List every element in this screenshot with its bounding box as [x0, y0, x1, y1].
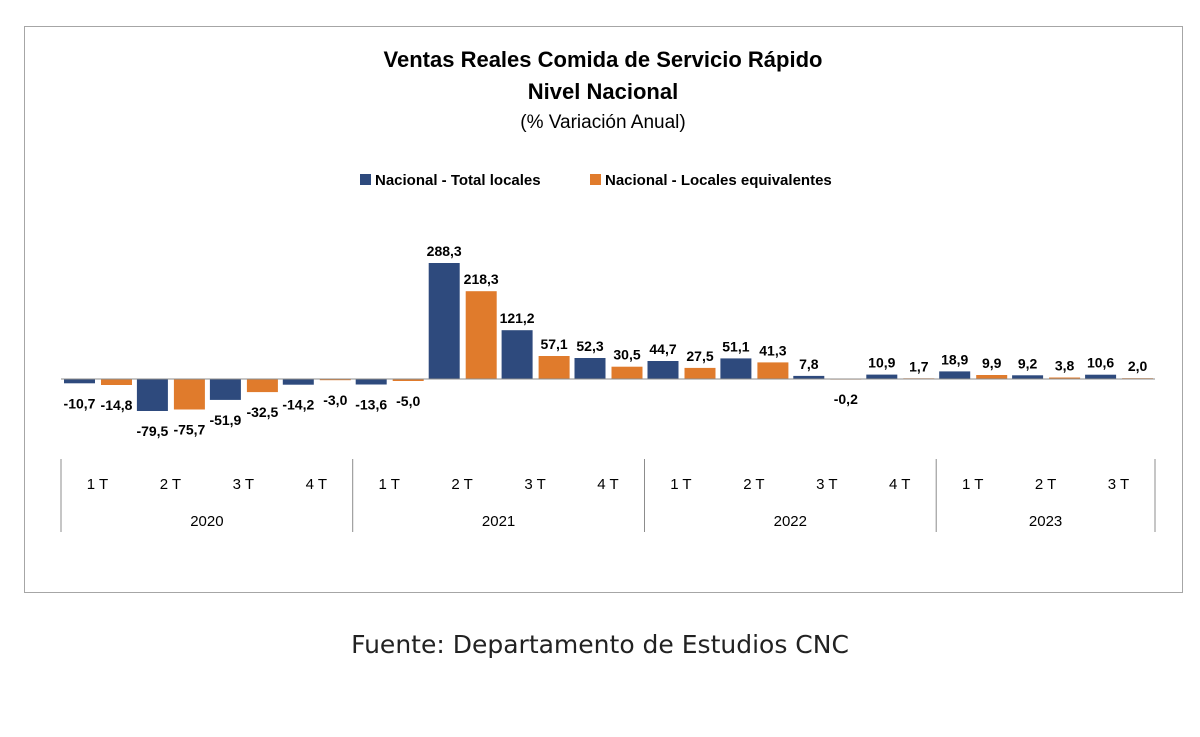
- source-note: Fuente: Departamento de Estudios CNC: [351, 630, 849, 659]
- tick-label-quarter: 3 T: [524, 476, 545, 493]
- bar-total: [428, 263, 460, 379]
- bar-total: [647, 361, 679, 379]
- tick-label-quarter: 3 T: [233, 476, 254, 493]
- bar-total: [355, 379, 387, 385]
- tick-label-quarter: 3 T: [816, 476, 837, 493]
- data-label: -13,6: [355, 397, 387, 413]
- tick-label-quarter: 4 T: [306, 476, 327, 493]
- data-label: -0,2: [834, 391, 858, 407]
- data-label: 57,1: [540, 336, 567, 352]
- data-label: 1,7: [909, 358, 929, 374]
- bar-equivalentes: [246, 379, 278, 393]
- tick-label-year: 2023: [1029, 513, 1062, 530]
- data-label: -3,0: [323, 392, 347, 408]
- bars-layer: -10,7 -79,5 -51,9 -14,2 -13,6 288,3 121,2 52,3 4…: [64, 243, 1154, 439]
- bar-chart: Ventas Reales Comida de Servicio Rápido …: [60, 47, 1156, 532]
- tick-label-year: 2022: [774, 513, 807, 530]
- bar-total: [282, 379, 314, 385]
- bar-equivalentes: [976, 375, 1008, 379]
- tick-label-quarter: 4 T: [597, 476, 618, 493]
- bar-total: [720, 358, 752, 379]
- bar-total: [209, 379, 241, 400]
- data-label: -75,7: [173, 422, 205, 438]
- category-axis: 1 T 2 T 3 T 4 T 1 T 2 T 3 T 4 T 1 T 2 T 3 T 4 T 1 T 2…: [60, 378, 1156, 532]
- tick-label-quarter: 2 T: [743, 476, 764, 493]
- data-label: 218,3: [464, 271, 499, 287]
- data-label: 52,3: [576, 338, 603, 354]
- tick-label-quarter: 1 T: [962, 476, 983, 493]
- bar-equivalentes: [465, 291, 497, 379]
- legend-swatch-total: [360, 174, 371, 185]
- data-label: -14,8: [101, 397, 133, 413]
- legend-label-equivalentes: Nacional - Locales equivalentes: [605, 172, 832, 189]
- data-label: -79,5: [136, 423, 168, 439]
- data-label: 44,7: [649, 341, 676, 357]
- bar-equivalentes: [757, 362, 789, 379]
- tick-label-quarter: 2 T: [160, 476, 181, 493]
- tick-label-quarter: 1 T: [87, 476, 108, 493]
- bar-equivalentes: [101, 379, 132, 385]
- bar-equivalentes: [538, 356, 570, 379]
- bar-equivalentes: [611, 366, 643, 379]
- bar-equivalentes: [392, 379, 424, 381]
- data-label: 288,3: [427, 243, 462, 259]
- bar-total: [574, 358, 606, 379]
- tick-label-quarter: 3 T: [1108, 476, 1129, 493]
- bar-equivalentes: [173, 379, 205, 410]
- data-label: 3,8: [1055, 358, 1075, 374]
- bar-total: [64, 379, 95, 384]
- tick-label-quarter: 4 T: [889, 476, 910, 493]
- tick-label-quarter: 1 T: [378, 476, 399, 493]
- bar-total: [939, 371, 971, 379]
- bar-total: [866, 374, 898, 379]
- chart-subtitle-units: (% Variación Anual): [520, 112, 685, 133]
- data-label: 51,1: [722, 338, 749, 354]
- data-label: 30,5: [613, 347, 640, 363]
- chart-title: Ventas Reales Comida de Servicio Rápido: [384, 47, 823, 72]
- data-label: 2,0: [1128, 358, 1148, 374]
- data-label: 7,8: [799, 356, 819, 372]
- bar-equivalentes: [684, 367, 716, 379]
- data-label: 10,6: [1087, 355, 1114, 371]
- bar-total: [793, 375, 825, 379]
- data-label: 10,9: [868, 355, 895, 371]
- legend-label-total: Nacional - Total locales: [375, 172, 541, 189]
- bar-total: [1012, 375, 1044, 379]
- tick-label-quarter: 2 T: [451, 476, 472, 493]
- legend-swatch-equivalentes: [590, 174, 601, 185]
- data-label: -5,0: [396, 393, 420, 409]
- data-label: 9,9: [982, 355, 1002, 371]
- bar-total: [501, 330, 533, 379]
- chart-subtitle: Nivel Nacional: [528, 79, 678, 104]
- bar-equivalentes: [319, 379, 351, 381]
- tick-label-year: 2020: [190, 513, 223, 530]
- tick-label-quarter: 2 T: [1035, 476, 1056, 493]
- data-label: -14,2: [282, 397, 314, 413]
- bar-total: [1085, 374, 1117, 379]
- data-label: -32,5: [246, 404, 278, 420]
- bar-equivalentes: [1049, 377, 1081, 379]
- data-label: 27,5: [686, 348, 713, 364]
- data-label: -10,7: [64, 395, 96, 411]
- data-label: 41,3: [759, 342, 786, 358]
- data-label: 121,2: [500, 310, 535, 326]
- bar-total: [136, 379, 168, 411]
- chart-frame: Ventas Reales Comida de Servicio Rápido …: [24, 26, 1183, 593]
- tick-label-year: 2021: [482, 513, 515, 530]
- data-label: 18,9: [941, 351, 968, 367]
- tick-label-quarter: 1 T: [670, 476, 691, 493]
- data-label: 9,2: [1018, 355, 1038, 371]
- legend: Nacional - Total locales Nacional - Loca…: [360, 172, 832, 189]
- data-label: -51,9: [209, 412, 241, 428]
